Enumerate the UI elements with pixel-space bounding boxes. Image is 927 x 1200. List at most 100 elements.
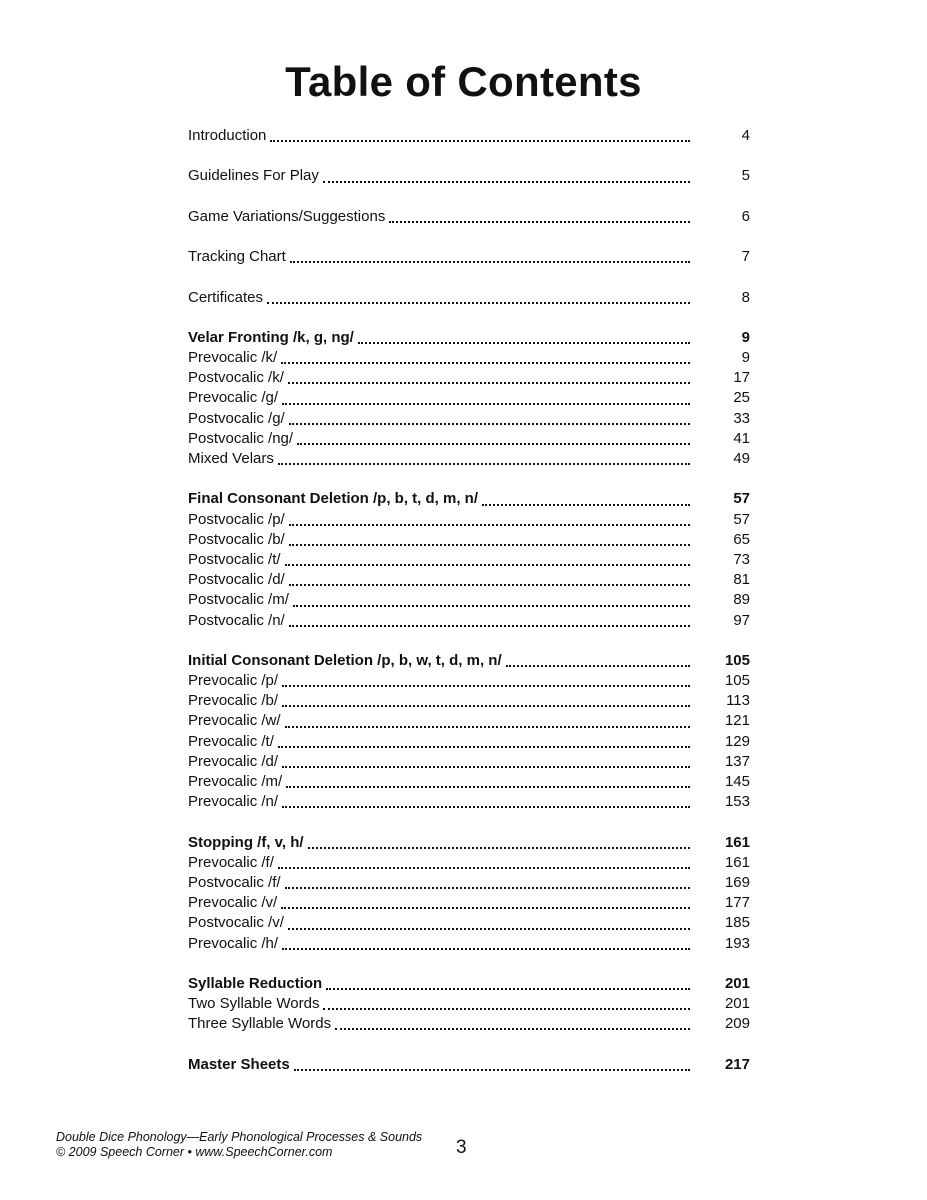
toc-entry: Guidelines For Play 5 xyxy=(188,166,750,186)
dot-leader xyxy=(505,665,690,668)
dot-leader xyxy=(288,523,690,526)
dot-leader xyxy=(357,342,690,345)
toc-entry: Prevocalic /m/145 xyxy=(188,772,750,792)
toc-entry-label: Stopping /f, v, h/ xyxy=(188,833,304,851)
toc-entry-label: Initial Consonant Deletion /p, b, w, t, … xyxy=(188,651,502,669)
dot-leader xyxy=(297,443,690,445)
toc-section: Syllable Reduction 201 Two Syllable Words 2… xyxy=(188,974,750,1035)
dot-leader xyxy=(270,140,690,143)
table-of-contents: Introduction 4 Guidelines For Play 5 Game Va… xyxy=(188,126,750,1095)
toc-entry-page: 153 xyxy=(724,793,750,811)
toc-entry-page: 209 xyxy=(724,1015,750,1033)
toc-entry-label: Tracking Chart xyxy=(188,248,286,266)
toc-entry-label: Postvocalic /g/ xyxy=(188,409,285,427)
toc-entry-label: Postvocalic /k/ xyxy=(188,369,284,387)
toc-entry-page: 9 xyxy=(741,349,750,367)
toc-entry: Prevocalic /k/9 xyxy=(188,348,750,368)
dot-leader xyxy=(282,766,690,768)
toc-entry-label: Prevocalic /n/ xyxy=(188,793,279,811)
toc-section: Certificates 8 xyxy=(188,288,750,308)
toc-entry-page: 65 xyxy=(733,530,750,548)
toc-entry-page: 105 xyxy=(724,672,750,690)
dot-leader xyxy=(323,1008,690,1011)
page-title: Table of Contents xyxy=(285,58,642,105)
toc-entry-page: 57 xyxy=(733,510,750,528)
dot-leader xyxy=(288,624,690,627)
toc-entry-page: 105 xyxy=(724,651,750,669)
toc-entry-page: 4 xyxy=(741,127,750,144)
toc-section-heading: Velar Fronting /k, g, ng/9 xyxy=(188,328,750,348)
footer-book-title: Double Dice Phonology—Early Phonological… xyxy=(56,1130,423,1144)
dot-leader xyxy=(288,422,690,425)
toc-entry: Prevocalic /p/105 xyxy=(188,671,750,691)
dot-leader xyxy=(282,705,690,708)
toc-entry-label: Velar Fronting /k, g, ng/ xyxy=(188,328,354,346)
dot-leader xyxy=(282,685,690,688)
toc-entry-page: 8 xyxy=(741,288,750,306)
dot-leader xyxy=(292,604,690,607)
toc-entry-page: 9 xyxy=(741,328,750,346)
toc-entry-label: Master Sheets xyxy=(188,1055,290,1073)
footer-copyright: © 2009 Speech Corner • www.SpeechCorner.… xyxy=(56,1145,333,1159)
toc-entry-label: Prevocalic /m/ xyxy=(188,773,283,790)
toc-entry-page: 33 xyxy=(733,409,750,427)
toc-section: Game Variations/Suggestions 6 xyxy=(188,207,750,227)
toc-section: Guidelines For Play 5 xyxy=(188,166,750,186)
dot-leader xyxy=(307,846,690,849)
dot-leader xyxy=(277,463,690,466)
toc-entry-label: Postvocalic /b/ xyxy=(188,530,285,548)
toc-entry-label: Three Syllable Words xyxy=(188,1015,332,1033)
dot-leader xyxy=(288,543,690,546)
dot-leader xyxy=(286,786,690,789)
toc-entry-label: Postvocalic /d/ xyxy=(188,571,285,589)
toc-entry-page: 73 xyxy=(733,550,750,568)
dot-leader xyxy=(389,220,690,223)
toc-entry: Postvocalic /n/97 xyxy=(188,611,750,631)
dot-leader xyxy=(267,301,690,304)
toc-entry: Prevocalic /t/129 xyxy=(188,732,750,752)
dot-leader xyxy=(482,503,690,506)
toc-section: Initial Consonant Deletion /p, b, w, t, … xyxy=(188,651,750,813)
toc-entry: Prevocalic /b/113 xyxy=(188,691,750,711)
toc-entry: Prevocalic /n/153 xyxy=(188,792,750,812)
toc-entry: Postvocalic /p/57 xyxy=(188,510,750,530)
toc-entry-label: Prevocalic /v/ xyxy=(188,894,278,912)
dot-leader xyxy=(284,887,690,890)
toc-entry-label: Postvocalic /v/ xyxy=(188,914,284,932)
dot-leader xyxy=(287,382,690,385)
toc-entry-page: 137 xyxy=(724,752,750,770)
toc-entry: Two Syllable Words 201 xyxy=(188,994,750,1014)
toc-entry-page: 49 xyxy=(733,450,750,467)
toc-entry: Postvocalic /ng/41 xyxy=(188,429,750,449)
toc-entry-page: 6 xyxy=(741,207,750,225)
dot-leader xyxy=(284,564,690,567)
toc-entry-page: 185 xyxy=(724,914,750,932)
toc-entry-label: Final Consonant Deletion /p, b, t, d, m,… xyxy=(188,490,478,508)
dot-leader xyxy=(282,402,690,405)
toc-entry-page: 25 xyxy=(733,389,750,407)
toc-entry-page: 201 xyxy=(724,995,750,1013)
toc-section: Final Consonant Deletion /p, b, t, d, m,… xyxy=(188,489,750,630)
toc-entry-label: Mixed Velars xyxy=(188,450,274,467)
dot-leader xyxy=(289,261,690,264)
toc-entry-page: 145 xyxy=(724,773,750,790)
toc-entry-label: Prevocalic /t/ xyxy=(188,732,274,750)
toc-entry-page: 169 xyxy=(724,873,750,891)
toc-entry: Prevocalic /f/161 xyxy=(188,853,750,873)
toc-entry-page: 7 xyxy=(741,248,750,266)
toc-entry-label: Certificates xyxy=(188,288,264,306)
toc-entry: Certificates 8 xyxy=(188,288,750,308)
dot-leader xyxy=(282,806,690,809)
dot-leader xyxy=(287,927,690,930)
toc-entry-label: Introduction xyxy=(188,127,267,144)
toc-section-heading: Initial Consonant Deletion /p, b, w, t, … xyxy=(188,651,750,671)
toc-entry-label: Postvocalic /t/ xyxy=(188,550,281,568)
dot-leader xyxy=(277,745,690,748)
dot-leader xyxy=(281,362,690,365)
toc-entry-label: Guidelines For Play xyxy=(188,167,319,185)
dot-leader xyxy=(335,1028,690,1031)
toc-entry: Postvocalic /v/185 xyxy=(188,913,750,933)
toc-entry: Postvocalic /k/17 xyxy=(188,368,750,388)
toc-entry-label: Game Variations/Suggestions xyxy=(188,207,386,225)
dot-leader xyxy=(282,947,690,950)
